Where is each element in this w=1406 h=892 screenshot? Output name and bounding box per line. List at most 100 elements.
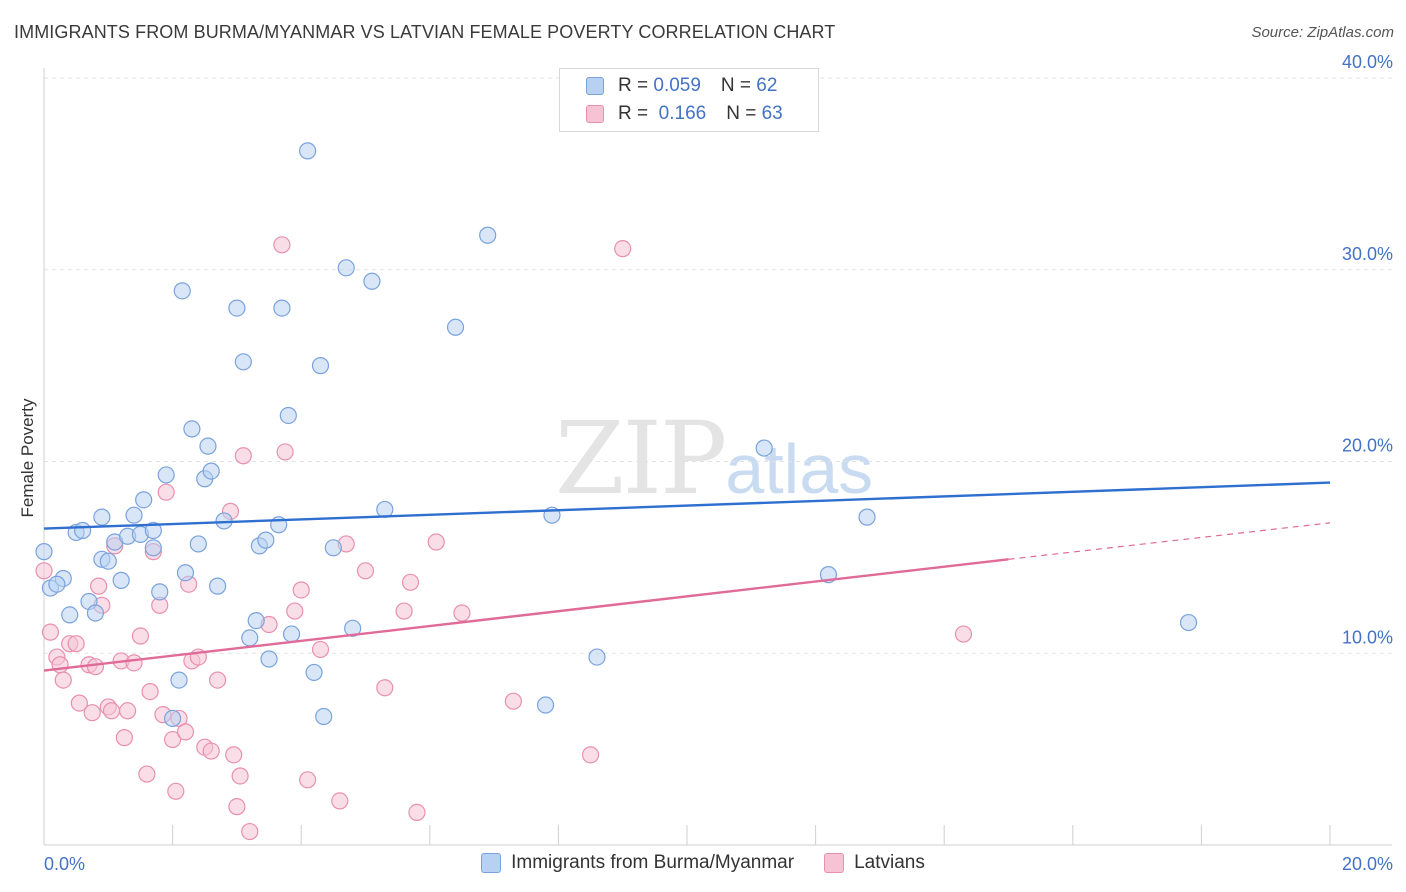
- point-burma: [99, 552, 117, 570]
- trend-line-latvians-extension: [1008, 522, 1331, 560]
- point-burma: [157, 466, 175, 484]
- trend-lines: [43, 481, 1331, 672]
- point-burma: [1179, 613, 1198, 632]
- bottom-legend-swatch-burma: [481, 853, 502, 873]
- bottom-legend-burma: Immigrants from Burma/Myanmar: [481, 852, 794, 874]
- trend-line-latvians: [43, 558, 1009, 672]
- point-latvians: [167, 782, 185, 800]
- point-burma: [344, 619, 362, 637]
- tick-labels: 10.0% 20.0% 30.0% 40.0% 0.0% 20.0%: [44, 52, 1393, 874]
- point-burma: [35, 543, 53, 561]
- point-burma: [337, 259, 355, 277]
- chart-title: IMMIGRANTS FROM BURMA/MYANMAR VS LATVIAN…: [14, 22, 836, 42]
- point-burma: [234, 353, 252, 371]
- point-latvians: [176, 723, 195, 741]
- point-burma: [112, 571, 130, 589]
- point-latvians: [157, 483, 175, 501]
- legend-n-label: N =: [720, 75, 757, 96]
- legend-r-label: R =: [618, 103, 654, 124]
- source-label: Source: ZipAtlas.com: [1251, 24, 1394, 41]
- bottom-legend-label: Latvians: [854, 852, 925, 873]
- point-latvians: [234, 447, 252, 465]
- point-burma: [164, 709, 182, 728]
- legend-r-value: 0.166: [653, 103, 707, 124]
- series-burma: [35, 142, 1198, 728]
- point-burma: [247, 612, 265, 630]
- point-latvians: [299, 771, 317, 789]
- point-latvians: [331, 792, 349, 810]
- point-latvians: [118, 702, 137, 720]
- watermark: ZIPatlas: [555, 400, 873, 517]
- point-latvians: [286, 602, 304, 620]
- y-tick-label: 20.0%: [1342, 436, 1393, 456]
- point-latvians: [70, 694, 88, 712]
- point-latvians: [54, 671, 72, 689]
- point-burma: [241, 629, 259, 647]
- point-burma: [176, 564, 195, 582]
- point-burma: [305, 663, 323, 682]
- point-burma: [183, 420, 201, 438]
- legend-swatch-burma: [586, 77, 604, 95]
- point-burma: [135, 491, 153, 509]
- point-latvians: [581, 746, 600, 764]
- point-latvians: [241, 822, 259, 841]
- legend: R = 0.059 N = 62 R = 0.166 N = 63: [559, 68, 819, 132]
- point-latvians: [202, 742, 220, 760]
- point-latvians: [273, 236, 291, 254]
- point-burma: [299, 142, 317, 160]
- legend-r-label: R =: [618, 75, 654, 96]
- legend-n-value: 62: [756, 75, 778, 96]
- point-burma: [588, 648, 606, 666]
- point-burma: [189, 535, 207, 553]
- point-latvians: [209, 671, 227, 689]
- point-latvians: [427, 533, 445, 551]
- point-latvians: [125, 654, 143, 672]
- point-burma: [273, 299, 291, 317]
- point-burma: [173, 282, 191, 300]
- legend-n-value: 63: [761, 103, 783, 124]
- point-latvians: [141, 682, 159, 701]
- bottom-legend: Immigrants from Burma/Myanmar Latvians: [0, 852, 1406, 874]
- point-latvians: [138, 765, 156, 783]
- point-latvians: [41, 623, 60, 641]
- point-burma: [279, 406, 297, 425]
- point-latvians: [401, 573, 420, 591]
- point-latvians: [102, 702, 121, 720]
- legend-n-label: N =: [726, 103, 762, 124]
- point-latvians: [83, 704, 101, 722]
- point-burma: [209, 577, 227, 595]
- point-latvians: [67, 635, 85, 653]
- point-latvians: [395, 602, 413, 620]
- point-burma: [144, 539, 162, 557]
- bottom-legend-label: Immigrants from Burma/Myanmar: [511, 852, 795, 873]
- legend-row-burma: R = 0.059 N = 62: [586, 73, 777, 99]
- point-latvians: [504, 692, 522, 710]
- point-burma: [199, 437, 217, 455]
- point-burma: [324, 539, 342, 557]
- x-tick-label: 20.0%: [1342, 854, 1393, 874]
- point-burma: [202, 462, 220, 480]
- legend-row-latvians: R = 0.166 N = 63: [586, 101, 783, 127]
- point-burma: [363, 272, 381, 290]
- point-burma: [282, 625, 301, 643]
- point-burma: [151, 583, 169, 601]
- point-latvians: [164, 730, 182, 749]
- watermark-zip: ZIP: [555, 400, 727, 517]
- point-burma: [144, 521, 162, 540]
- y-tick-label: 30.0%: [1342, 244, 1393, 264]
- point-latvians: [356, 562, 375, 580]
- point-burma: [86, 604, 105, 622]
- axes: [43, 68, 1392, 846]
- trend-line-burma: [43, 481, 1331, 530]
- point-burma: [228, 299, 246, 317]
- point-latvians: [231, 767, 249, 785]
- point-burma: [315, 707, 333, 726]
- point-burma: [257, 531, 275, 549]
- point-latvians: [86, 658, 105, 676]
- point-burma: [755, 439, 773, 457]
- point-burma: [170, 671, 188, 689]
- point-burma: [311, 357, 330, 375]
- point-burma: [858, 508, 876, 526]
- point-latvians: [228, 798, 246, 816]
